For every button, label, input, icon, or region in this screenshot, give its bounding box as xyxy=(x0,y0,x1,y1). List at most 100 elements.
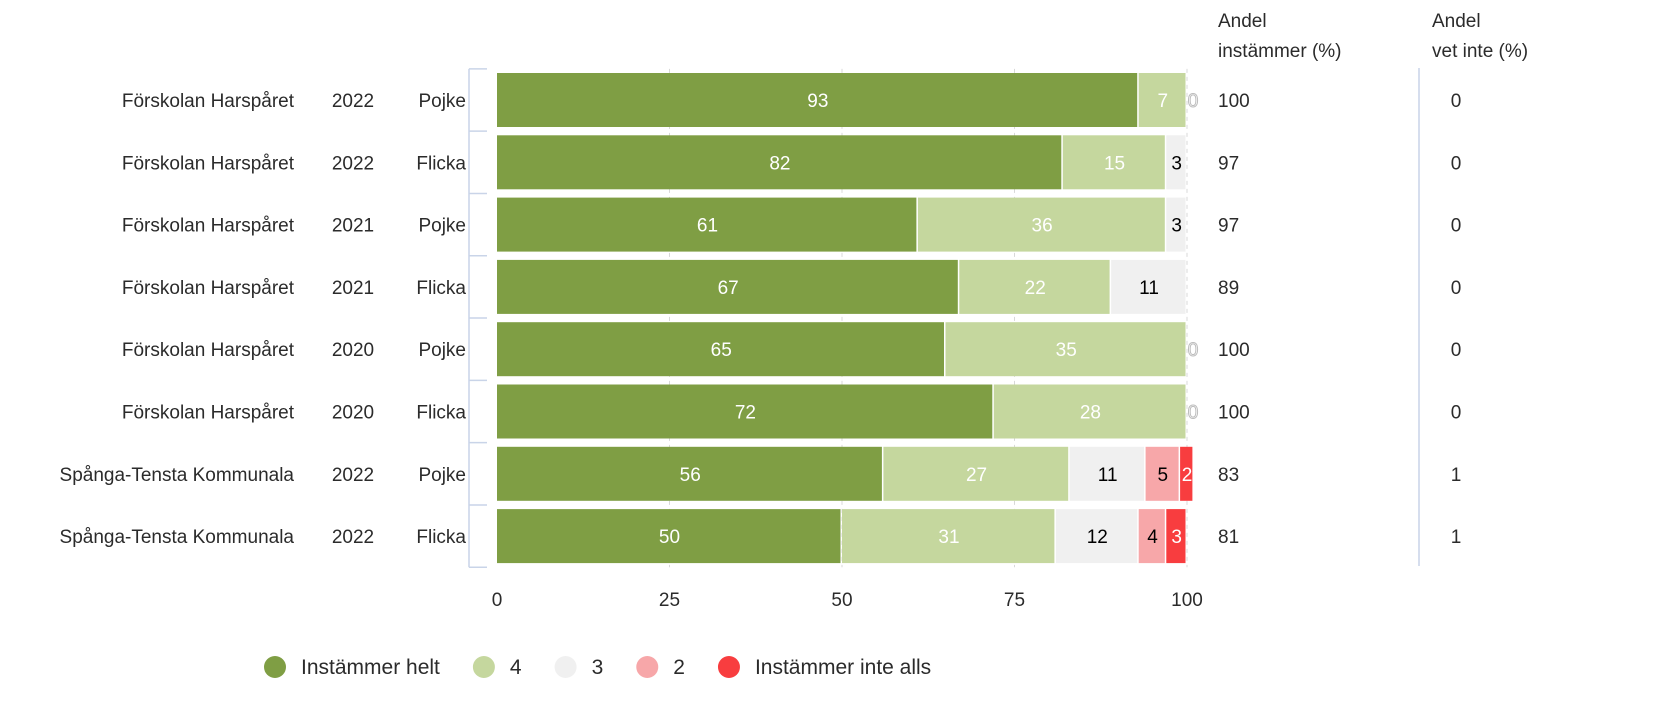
bar-zero-label: 0 xyxy=(1188,403,1199,424)
column-value: 0 xyxy=(1451,153,1462,174)
bar-data-label: 3 xyxy=(1171,216,1182,237)
column-value: 100 xyxy=(1218,340,1250,361)
x-tick-label: 0 xyxy=(492,590,503,611)
bar-data-label: 27 xyxy=(966,465,987,486)
column-value: 1 xyxy=(1451,465,1462,486)
bar-segment xyxy=(1055,509,1138,564)
column-value: 0 xyxy=(1451,278,1462,299)
bar-data-label: 67 xyxy=(718,278,739,299)
bar-segment xyxy=(497,135,1062,190)
bar-segment xyxy=(497,197,917,252)
bar-segment xyxy=(883,446,1069,501)
row-school-label: Spånga-Tensta Kommunala xyxy=(60,465,295,486)
column-value: 0 xyxy=(1451,403,1462,424)
bar-data-label: 56 xyxy=(680,465,701,486)
row-school-label: Spånga-Tensta Kommunala xyxy=(60,527,295,548)
x-tick-label: 100 xyxy=(1171,590,1203,611)
row-gender-label: Pojke xyxy=(418,340,466,361)
bar-segment xyxy=(497,384,993,439)
bar-data-label: 15 xyxy=(1104,153,1125,174)
bar-segment xyxy=(917,197,1165,252)
column-value: 1 xyxy=(1451,527,1462,548)
bar-data-label: 3 xyxy=(1171,153,1182,174)
x-tick-label: 75 xyxy=(1004,590,1025,611)
bar-data-label: 82 xyxy=(769,153,790,174)
row-year-label: 2022 xyxy=(332,153,374,174)
row-year-label: 2022 xyxy=(332,465,374,486)
bar-segment xyxy=(1166,135,1186,190)
column-value: 0 xyxy=(1451,216,1462,237)
row-year-label: 2021 xyxy=(332,216,374,237)
bar-data-label: 3 xyxy=(1171,527,1182,548)
bar-segment xyxy=(497,259,958,314)
bar-segment xyxy=(945,322,1186,377)
x-axis-ticks: 0 25 50 75 100 xyxy=(492,590,1203,611)
legend-label: 2 xyxy=(673,656,685,679)
x-tick-label: 25 xyxy=(659,590,680,611)
column-value: 89 xyxy=(1218,278,1239,299)
bar-segment xyxy=(1138,509,1165,564)
row-school-label: Förskolan Harspåret xyxy=(122,340,295,361)
bar-data-label: 12 xyxy=(1087,527,1108,548)
row-school-label: Förskolan Harspåret xyxy=(122,91,295,112)
bar-data-label: 2 xyxy=(1182,465,1193,486)
bar-segment xyxy=(993,384,1186,439)
bar-data-label: 28 xyxy=(1080,403,1101,424)
legend: Instämmer helt 4 3 2 Instämmer inte alls xyxy=(264,656,931,679)
column-value: 0 xyxy=(1451,340,1462,361)
row-year-label: 2020 xyxy=(332,340,374,361)
row-year-label: 2022 xyxy=(332,527,374,548)
column-value: 100 xyxy=(1218,91,1250,112)
y-axis xyxy=(468,68,487,568)
legend-swatch xyxy=(264,656,286,678)
column-value: 81 xyxy=(1218,527,1239,548)
bar-data-label: 36 xyxy=(1032,216,1053,237)
bar-segment xyxy=(1069,446,1145,501)
column-header: Andel xyxy=(1218,11,1267,32)
column-value: 100 xyxy=(1218,403,1250,424)
bar-segment xyxy=(497,509,841,564)
row-gender-label: Flicka xyxy=(416,403,466,424)
legend-swatch xyxy=(636,656,659,678)
row-gender-label: Pojke xyxy=(418,465,466,486)
row-school-label: Förskolan Harspåret xyxy=(122,278,295,299)
legend-swatch xyxy=(554,656,577,678)
category-labels: Förskolan Harspåret 2022 Pojke Förskolan Ha… xyxy=(60,91,467,548)
bar-data-label: 31 xyxy=(938,527,959,548)
bar-zero-label: 0 xyxy=(1188,91,1199,112)
bar-data-label: 35 xyxy=(1056,340,1077,361)
column-header: Andel xyxy=(1432,11,1481,32)
legend-swatch xyxy=(717,656,740,678)
row-year-label: 2021 xyxy=(332,278,374,299)
bar-data-label: 11 xyxy=(1098,465,1118,486)
bar-data-label: 7 xyxy=(1158,91,1169,112)
bar-segment xyxy=(1166,509,1186,564)
column-header: vet inte (%) xyxy=(1432,41,1528,62)
bar-segment xyxy=(1062,135,1165,190)
column-value: 97 xyxy=(1218,216,1239,237)
bar-data-label: 50 xyxy=(659,527,680,548)
row-year-label: 2022 xyxy=(332,91,374,112)
x-tick-label: 50 xyxy=(831,590,852,611)
bar-segment xyxy=(842,509,1055,564)
bar-data-label: 65 xyxy=(711,340,732,361)
bar-data-label: 61 xyxy=(697,216,718,237)
bar-segment xyxy=(497,446,882,501)
row-gender-label: Pojke xyxy=(418,216,466,237)
row-gender-label: Pojke xyxy=(418,91,466,112)
row-gender-label: Flicka xyxy=(416,527,466,548)
bar-data-label: 93 xyxy=(807,91,828,112)
row-school-label: Förskolan Harspåret xyxy=(122,403,295,424)
bar-segment xyxy=(1111,259,1186,314)
bar-data-label: 22 xyxy=(1025,278,1046,299)
bar-data-label: 11 xyxy=(1139,278,1159,299)
bar-segment xyxy=(1138,73,1186,127)
bar-segment xyxy=(959,259,1110,314)
bar-data-label: 72 xyxy=(735,403,756,424)
row-gender-label: Flicka xyxy=(416,278,466,299)
legend-label: 4 xyxy=(510,656,522,679)
bar-data-label: 5 xyxy=(1158,465,1169,486)
